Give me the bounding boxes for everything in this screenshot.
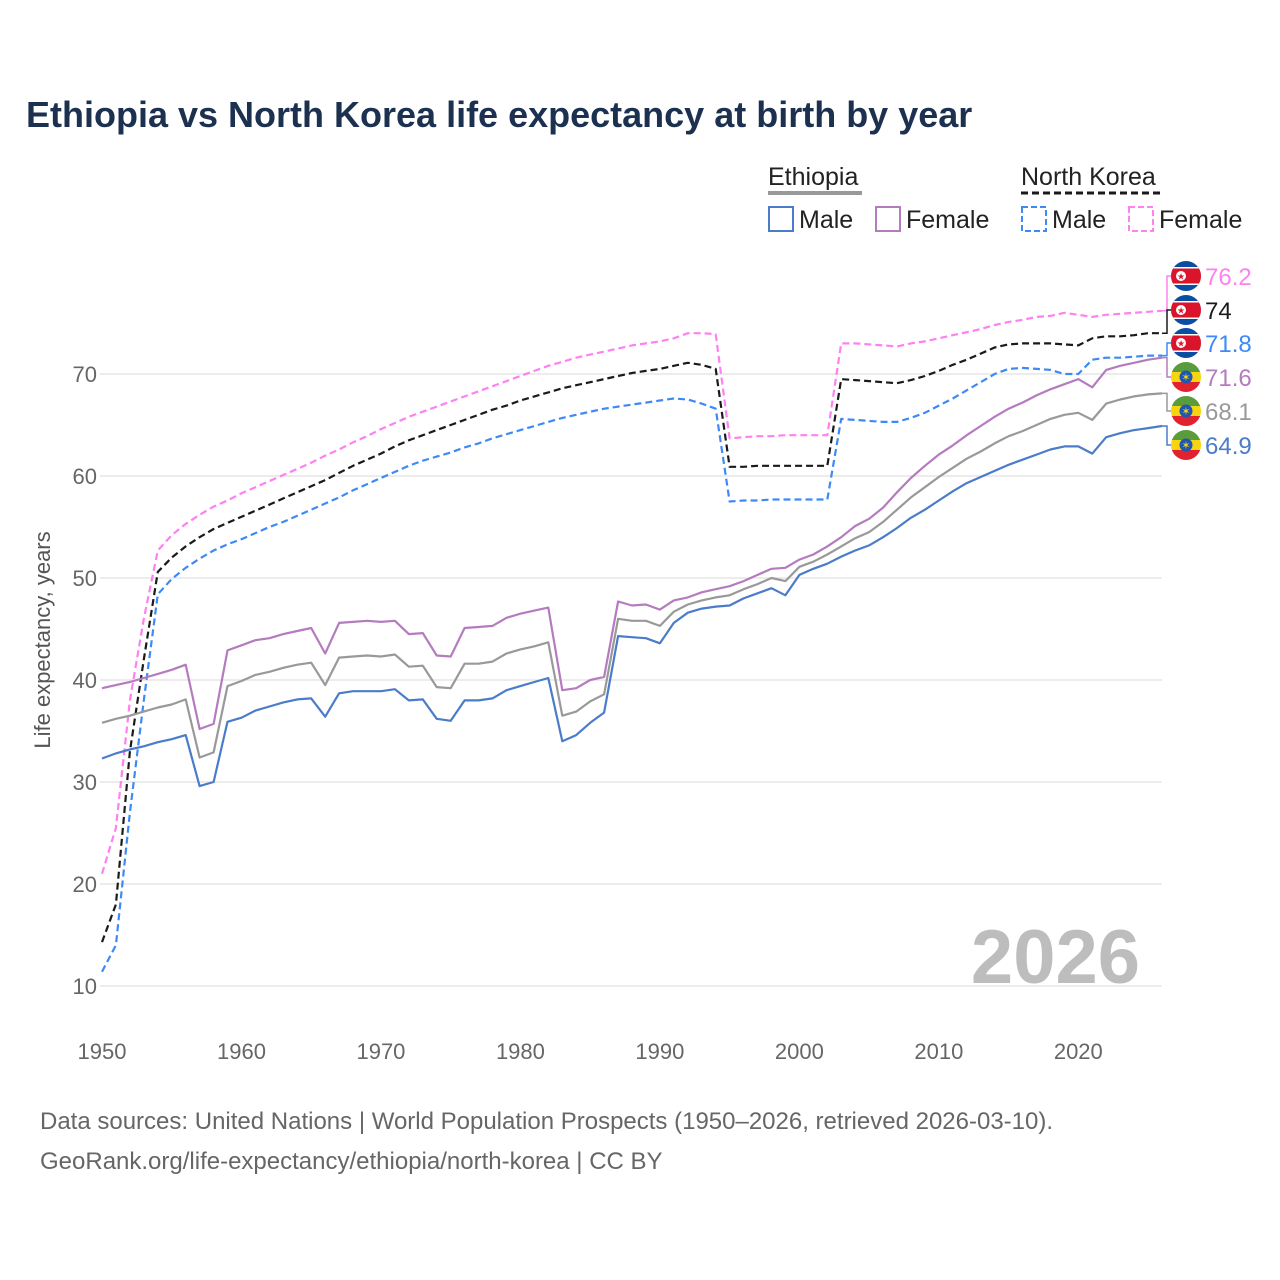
- legend-ethiopia-male[interactable]: Male: [799, 206, 853, 234]
- flag-emblem: [1179, 370, 1193, 384]
- chart-title: Ethiopia vs North Korea life expectancy …: [26, 94, 973, 135]
- star-icon: ✶: [1181, 406, 1190, 418]
- y-tick-label: 20: [73, 872, 97, 897]
- series-line-north-korea-female: [100, 309, 1163, 875]
- flag-body: ★: [1171, 261, 1201, 291]
- flag-body: ✶: [1171, 396, 1201, 426]
- x-tick-label: 1950: [78, 1039, 127, 1064]
- legend-swatch-ethiopia-female: [875, 206, 901, 232]
- y-tick-label: 50: [73, 566, 97, 591]
- flag-body: ✶: [1171, 430, 1201, 460]
- flag-emblem: [1179, 438, 1193, 452]
- star-icon: ✶: [1181, 372, 1190, 384]
- y-tick-label: 10: [73, 974, 97, 999]
- flag-stripe: [1171, 430, 1201, 440]
- flag-disc: [1176, 271, 1186, 281]
- y-tick-label: 70: [73, 362, 97, 387]
- flag-body: ✶: [1171, 362, 1201, 392]
- series-line-ethiopia-female: [101, 356, 1163, 731]
- star-icon: ✶: [1181, 440, 1190, 452]
- label-connector: [1162, 392, 1172, 412]
- series-line-north-korea: [100, 332, 1162, 943]
- legend-swatch-ethiopia-male: [768, 206, 794, 232]
- legend-group-ethiopia: Ethiopia: [768, 163, 858, 191]
- y-axis-label: Life expectancy, years: [30, 531, 55, 748]
- series-line-ethiopia-male: [101, 424, 1163, 788]
- label-connector: [1162, 356, 1172, 378]
- flag-body: ★: [1171, 295, 1201, 325]
- ethiopia-flag-icon: ✶: [1171, 396, 1201, 426]
- flag-body: ★: [1171, 328, 1201, 358]
- x-tick-label: 1960: [217, 1039, 266, 1064]
- legend-north-korea-male[interactable]: Male: [1052, 206, 1106, 234]
- y-tick-label: 40: [73, 668, 97, 693]
- y-tick-label: 30: [73, 770, 97, 795]
- north-korea-flag-icon: ★: [1171, 295, 1201, 325]
- star-icon: ★: [1177, 306, 1185, 316]
- flag-stripe: [1171, 450, 1201, 460]
- flag-disc: [1176, 338, 1186, 348]
- legend-swatch-north-korea-male: [1021, 206, 1047, 232]
- label-connector: [1162, 309, 1172, 334]
- year-watermark: 2026: [971, 915, 1140, 1000]
- end-value-label: 71.6: [1205, 365, 1252, 392]
- end-value-label: 71.8: [1205, 331, 1252, 358]
- north-korea-flag-icon: ★: [1171, 328, 1201, 358]
- flag-emblem: [1179, 404, 1193, 418]
- label-connector: [1162, 425, 1172, 446]
- end-value-label: 76.2: [1205, 264, 1252, 291]
- flag-disc: [1176, 305, 1186, 315]
- end-value-label: 64.9: [1205, 433, 1252, 460]
- series-line-ethiopia: [101, 392, 1163, 759]
- flag-stripe: [1171, 396, 1201, 406]
- label-connector: [1162, 275, 1172, 312]
- end-value-label: 68.1: [1205, 399, 1252, 426]
- legend-swatch-north-korea-female: [1128, 206, 1154, 232]
- x-tick-label: 2000: [775, 1039, 824, 1064]
- star-icon: ★: [1177, 272, 1185, 282]
- x-tick-label: 1990: [635, 1039, 684, 1064]
- flag-stripe: [1171, 382, 1201, 392]
- source-line-1: Data sources: United Nations | World Pop…: [40, 1108, 1054, 1135]
- end-value-label: 74: [1205, 298, 1232, 325]
- flag-stripe: [1171, 362, 1201, 372]
- x-tick-label: 1970: [356, 1039, 405, 1064]
- flag-stripe: [1171, 416, 1201, 426]
- x-tick-label: 2020: [1054, 1039, 1103, 1064]
- legend-ethiopia-female[interactable]: Female: [906, 206, 989, 234]
- label-connector: [1162, 342, 1172, 357]
- x-tick-label: 1980: [496, 1039, 545, 1064]
- star-icon: ★: [1177, 339, 1185, 349]
- legend-north-korea-female[interactable]: Female: [1159, 206, 1242, 234]
- y-tick-label: 60: [73, 464, 97, 489]
- source-line-2[interactable]: GeoRank.org/life-expectancy/ethiopia/nor…: [40, 1148, 663, 1175]
- x-tick-label: 2010: [914, 1039, 963, 1064]
- ethiopia-flag-icon: ✶: [1171, 430, 1201, 460]
- legend: Ethiopia Male Female North Korea Male Fe…: [768, 163, 1242, 234]
- series-line-north-korea-male: [101, 354, 1162, 973]
- north-korea-flag-icon: ★: [1171, 261, 1201, 291]
- ethiopia-flag-icon: ✶: [1171, 362, 1201, 392]
- legend-group-north-korea: North Korea: [1021, 163, 1156, 191]
